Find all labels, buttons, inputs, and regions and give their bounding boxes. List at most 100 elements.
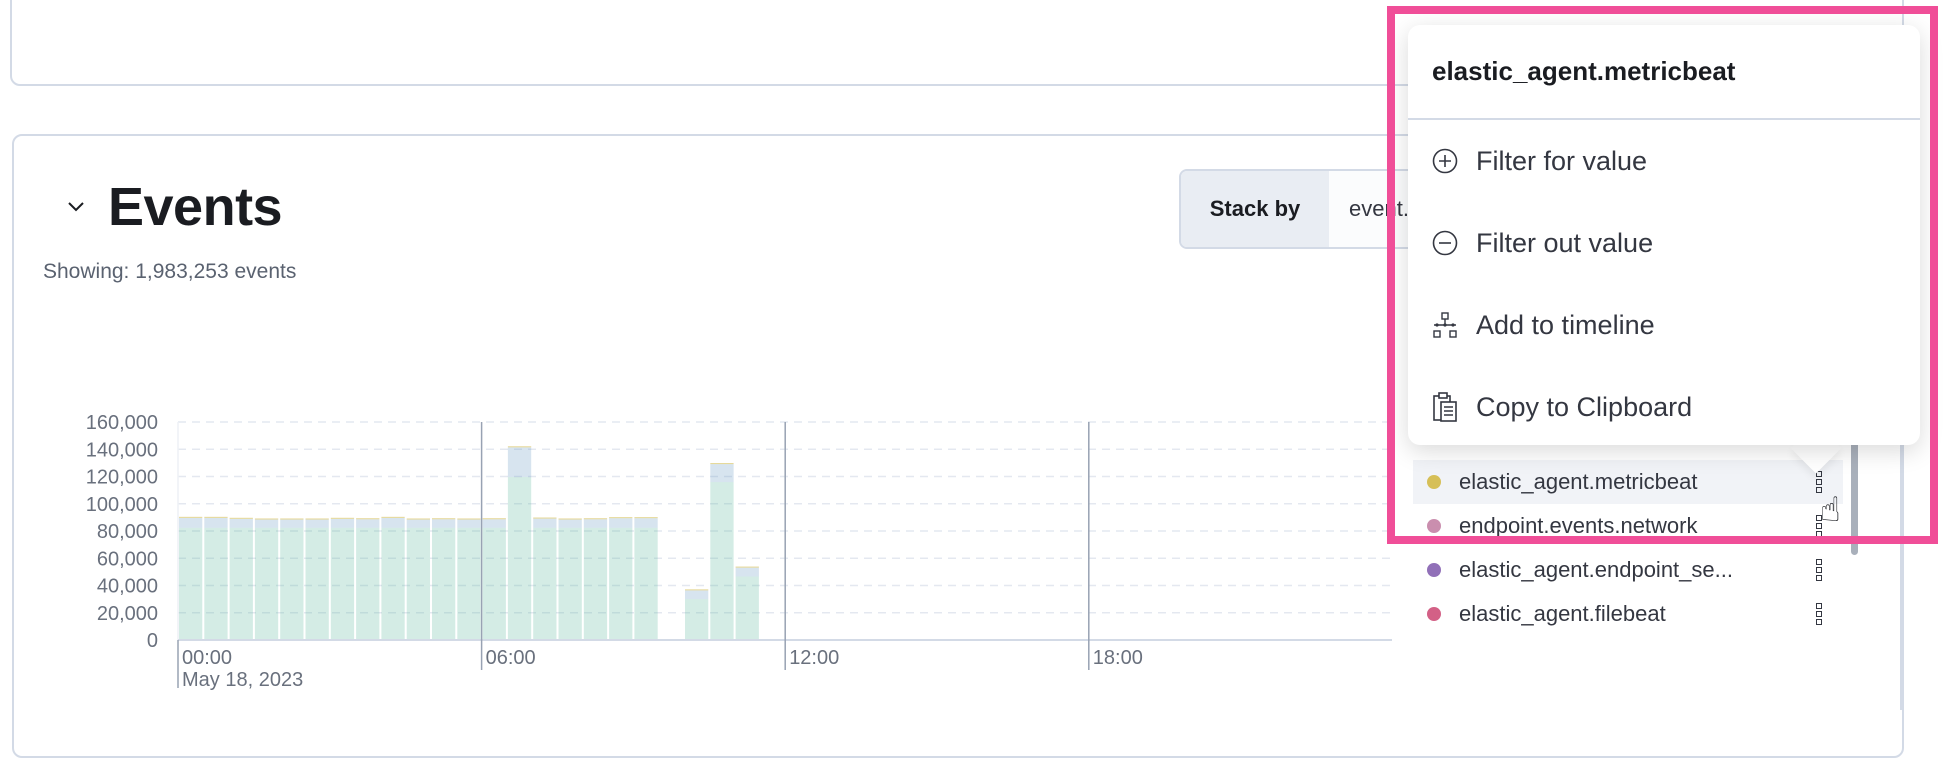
events-histogram: 0 20,000 40,000 60,000 80,000 100,000 120,000 1… [86,412,1392,691]
legend-item[interactable]: elastic_agent.endpoint_se... [1413,548,1843,592]
bar-segment [254,527,279,640]
bar-segment [381,527,405,640]
menu-item-label: Filter out value [1476,227,1654,258]
bar-segment [254,519,279,528]
legend-color-dot [1427,563,1441,577]
highlight-annotation-box [1387,6,1938,544]
bar-segment [305,519,329,528]
bar-segment [558,519,582,528]
legend-action-popover: elastic_agent.metricbeat Filter for valu… [1408,25,1920,445]
legend-item[interactable]: elastic_agent.metricbeat [1413,460,1843,504]
menu-item-label: Filter for value [1476,145,1648,176]
bar-segment [583,527,608,640]
legend-item[interactable]: endpoint.events.network [1413,504,1843,548]
bar-segment [533,518,557,528]
bar-segment [229,527,253,640]
legend-label: elastic_agent.metricbeat [1459,469,1698,494]
bar-segment [229,518,253,528]
legend-actions-icon[interactable] [1816,471,1824,497]
bar-segment [356,518,380,520]
bar-segment [710,463,734,465]
bar-segment [356,519,380,528]
y-tick-label: 100,000 [86,494,158,516]
bar-segment [457,519,481,528]
bar-segment [609,527,633,640]
bar-segment [634,527,658,640]
bar-segment [432,519,456,528]
bar-segment [482,518,506,520]
y-tick-label: 120,000 [86,467,158,489]
bar-segment [634,518,658,528]
bar-segment [685,589,709,591]
legend-label: endpoint.events.network [1459,513,1698,538]
bar-segment [583,518,608,520]
bar-segment [280,518,304,520]
bar-segment [356,527,380,640]
stack-by-label: Stack by [1181,171,1329,247]
bar-segment [406,519,430,528]
bar-segment [305,518,329,520]
clipboard-icon [1433,392,1457,422]
bar-segment [305,527,329,640]
menu-item-label: Add to timeline [1476,309,1655,340]
bar-segment [381,516,405,518]
x-date-label: May 18, 2023 [182,669,303,691]
bar-segment [710,464,734,483]
y-tick-label: 60,000 [97,548,158,570]
legend-actions-icon[interactable] [1816,603,1824,629]
bar-segment [406,527,430,640]
bar-segment [280,527,304,640]
bar-segment [583,519,608,528]
bar-segment [381,517,405,528]
bar-segment [204,516,228,518]
copy-to-clipboard-button[interactable]: Copy to Clipboard [1408,366,1920,448]
bar-segment [710,482,734,640]
bar-segment [204,527,228,640]
events-count: Showing: 1,983,253 events [43,260,297,283]
bar-segment [457,527,481,640]
bar-segment [482,519,506,528]
bar-segment [558,518,582,520]
bar-segment [254,518,279,520]
legend-scrollbar[interactable] [1851,420,1858,555]
y-tick-label: 0 [147,630,158,652]
legend-label: elastic_agent.endpoint_se... [1459,557,1733,582]
x-tick-label: 06:00 [486,647,536,669]
filter-for-value-button[interactable]: Filter for value [1408,120,1920,202]
bar-segment [507,446,532,448]
bar-segment [432,527,456,640]
bar-segment [609,517,633,519]
add-to-timeline-button[interactable]: Add to timeline [1408,284,1920,366]
bar-segment [558,527,582,640]
legend-label: elastic_agent.filebeat [1459,601,1666,626]
x-tick-label: 00:00 [182,647,232,669]
filter-out-value-button[interactable]: Filter out value [1408,202,1920,284]
bar-segment [406,518,430,520]
bar-segment [533,517,557,519]
bar-segment [229,517,253,519]
bar-segment [735,566,759,568]
bar-segment [330,518,355,528]
y-tick-label: 40,000 [97,576,158,598]
bar-segment [457,518,481,520]
bar-segment [685,590,709,600]
bar-segment [432,518,456,520]
popover-title: elastic_agent.metricbeat [1408,25,1920,120]
legend-actions-icon[interactable] [1816,559,1824,585]
legend-item[interactable]: elastic_agent.filebeat [1413,592,1843,636]
chart-legend: elastic_agent.metricbeat endpoint.events… [1413,460,1843,636]
bar-segment [735,576,759,640]
bar-segment [280,519,304,528]
bar-segment [179,516,203,518]
legend-color-dot [1427,519,1441,533]
x-tick-label: 12:00 [789,647,839,669]
chevron-down-icon[interactable] [66,196,86,216]
legend-color-dot [1427,607,1441,621]
bar-segment [330,527,355,640]
bar-segment [685,599,709,640]
bar-segment [507,447,532,478]
plus-in-circle-icon [1432,148,1458,174]
bar-segment [204,517,228,528]
y-tick-label: 140,000 [86,439,158,461]
menu-item-label: Copy to Clipboard [1476,391,1693,422]
